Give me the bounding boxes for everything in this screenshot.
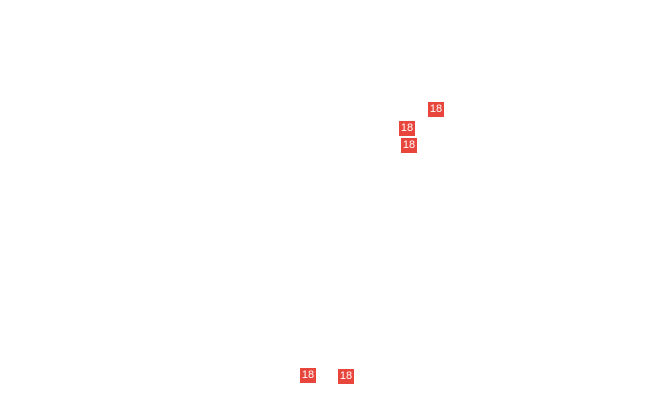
count-badge[interactable]: 18	[428, 102, 444, 117]
count-badge[interactable]: 18	[300, 368, 316, 383]
count-badge[interactable]: 18	[401, 138, 417, 153]
count-badge[interactable]: 18	[338, 369, 354, 384]
count-badge[interactable]: 18	[399, 121, 415, 136]
